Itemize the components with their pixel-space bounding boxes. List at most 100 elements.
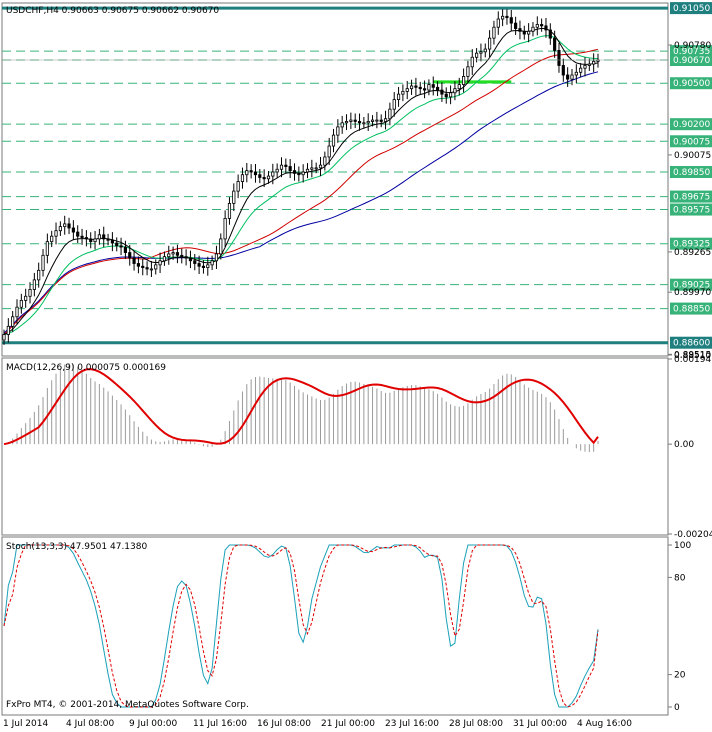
candle-body (214, 253, 219, 262)
dashed-level-tag (670, 118, 712, 131)
dashed-level-tag (670, 53, 712, 66)
candle-body (2, 334, 6, 341)
candle-body (102, 234, 106, 240)
candle-body (427, 84, 431, 91)
candle-body (128, 252, 132, 259)
dashed-level-label: 0.89575 (673, 206, 710, 216)
time-label: 21 Jul 00:00 (321, 719, 375, 729)
candle-body (579, 67, 583, 73)
time-label: 1 Jul 2014 (3, 719, 48, 729)
candle-body (414, 85, 418, 88)
price-tick-label: 0.90075 (674, 151, 711, 161)
candle-body (167, 253, 171, 258)
candle-body (349, 119, 353, 122)
candle-body (475, 52, 479, 58)
candle-body (71, 227, 75, 233)
dashed-level-tag (670, 302, 712, 315)
candle-body (262, 177, 266, 180)
candle-body (435, 86, 440, 91)
candle-body (284, 164, 288, 167)
candle-body (245, 170, 249, 176)
time-label: 16 Jul 08:00 (257, 719, 311, 729)
candle-body (314, 167, 318, 170)
candle-body (136, 263, 140, 267)
candle-body (93, 238, 97, 243)
candle-body (401, 91, 405, 95)
copyright-footer: FxPro MT4, © 2001-2014, MetaQuotes Softw… (6, 700, 249, 710)
candle-body (505, 15, 509, 19)
dashed-level-label: 0.89325 (673, 240, 710, 250)
main-level-tag (670, 2, 712, 15)
candle-body (279, 164, 284, 170)
price-panel-frame (1, 2, 669, 357)
candle-body (6, 325, 10, 335)
dashed-level-label: 0.89675 (673, 193, 710, 203)
candle-body (158, 260, 162, 266)
candle-body (514, 22, 518, 29)
price-tick-label: 0.89265 (674, 248, 711, 258)
stoch-signal-line (3, 544, 599, 708)
stoch-series (3, 544, 599, 708)
candle-body (366, 121, 370, 124)
candle-body (323, 156, 327, 166)
candle-body (340, 122, 344, 128)
candle-body (357, 121, 362, 124)
candle-body (67, 223, 71, 229)
candle-body (392, 99, 396, 110)
candle-body (223, 218, 227, 240)
candle-body (63, 223, 67, 228)
candle-body (488, 37, 492, 50)
candle-body (379, 119, 383, 122)
dashed-level-label: 0.90670 (673, 56, 710, 66)
candle-body (271, 171, 275, 177)
candle-body (297, 172, 301, 176)
candle-body (544, 25, 548, 31)
chart-header: USDCHF,H4 0.90663 0.90675 0.90662 0.9067… (6, 6, 219, 16)
candle-body (37, 269, 41, 281)
candle-body (115, 242, 119, 247)
candle-body (383, 118, 388, 122)
candle-body (149, 268, 153, 271)
candle-body (119, 245, 123, 248)
candle-body (266, 175, 271, 180)
candle-body (483, 48, 487, 53)
candle-body (336, 126, 340, 136)
candle-body (50, 235, 54, 243)
candle-body (492, 26, 496, 39)
candle-body (331, 134, 336, 147)
dashed-level-label: 0.90200 (673, 120, 710, 130)
candle-body (84, 237, 88, 240)
candle-body (89, 238, 93, 243)
candle-body (97, 234, 101, 240)
main-level-tag (670, 336, 712, 349)
stoch-panel-frame (1, 536, 669, 716)
candle-body (409, 85, 414, 90)
candle-body (201, 265, 206, 268)
candle-body (310, 167, 314, 170)
price-tick-label: 0.89970 (674, 288, 711, 298)
candle-body (318, 164, 323, 169)
candle-body (219, 238, 223, 255)
stoch-tick-label: 20 (674, 671, 686, 681)
candle-body (180, 254, 184, 258)
candle-body (41, 254, 45, 271)
dashed-level-tag (670, 77, 712, 90)
stoch-header: Stoch(13,3,3) 47.9501 47.1380 (6, 542, 147, 552)
candle-body (531, 26, 535, 32)
candle-body (540, 24, 544, 27)
candle-body (574, 71, 578, 76)
candle-body (141, 265, 145, 268)
candle-body (518, 28, 522, 32)
macd-series (3, 363, 599, 453)
candle-body (466, 66, 470, 77)
time-label: 4 Jul 08:00 (66, 719, 115, 729)
time-label: 23 Jul 16:00 (385, 719, 439, 729)
dashed-level-label: 0.90075 (673, 137, 710, 147)
dashed-level-tag (670, 165, 712, 178)
candle-body (106, 238, 110, 241)
candle-body (496, 18, 500, 28)
price-series (2, 9, 668, 345)
dashed-level-label: 0.88850 (673, 305, 710, 315)
